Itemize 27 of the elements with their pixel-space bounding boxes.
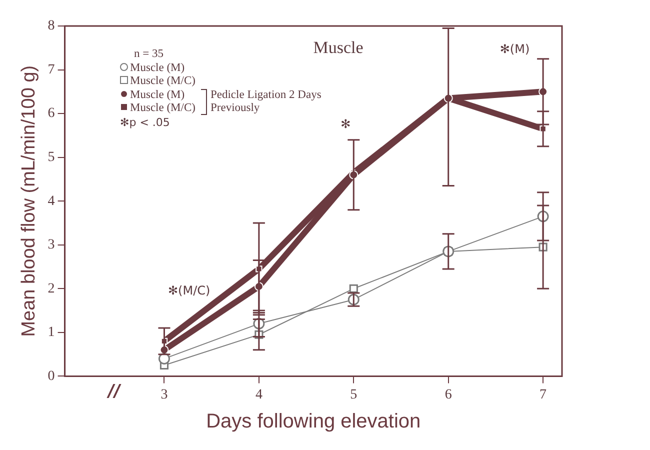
legend-label: Muscle (M/C)	[129, 102, 196, 116]
legend-label: Muscle (M)	[129, 88, 186, 102]
y-tick-label: 8	[48, 18, 55, 34]
x-tick-label: 5	[350, 387, 358, 402]
annotation: Pedicle Ligation 2 Days Previously	[210, 88, 322, 116]
legend-title: n = 35	[134, 48, 164, 60]
y-tick-label: 4	[48, 194, 55, 209]
legend-label: Muscle (M)	[129, 62, 186, 75]
annotation: ✻	[340, 117, 351, 132]
y-tick-label: 3	[48, 238, 55, 253]
annotation: ✻p < .05	[120, 116, 171, 129]
annotation: ✻(M)	[500, 42, 530, 56]
y-axis-title: Mean blood flow (mL/min/100 g)	[18, 65, 40, 337]
x-tick-label: 6	[444, 387, 452, 402]
x-axis-title: Days following elevation	[206, 410, 421, 433]
y-tick-label: 1	[48, 325, 55, 340]
y-tick-label: 0	[48, 368, 55, 384]
x-tick-label: 4	[255, 387, 262, 402]
y-tick-label: 7	[48, 62, 55, 78]
y-tick-label: 2	[48, 281, 55, 296]
x-tick-label: 7	[540, 387, 547, 402]
y-tick-label: 6	[48, 106, 55, 122]
legend-label: Muscle (M/C)	[129, 75, 196, 88]
x-tick-label: 3	[160, 387, 168, 402]
annotation: ✻(M/C)	[168, 284, 210, 298]
y-tick-label: 5	[48, 150, 55, 165]
text: Muscle	[313, 38, 364, 57]
